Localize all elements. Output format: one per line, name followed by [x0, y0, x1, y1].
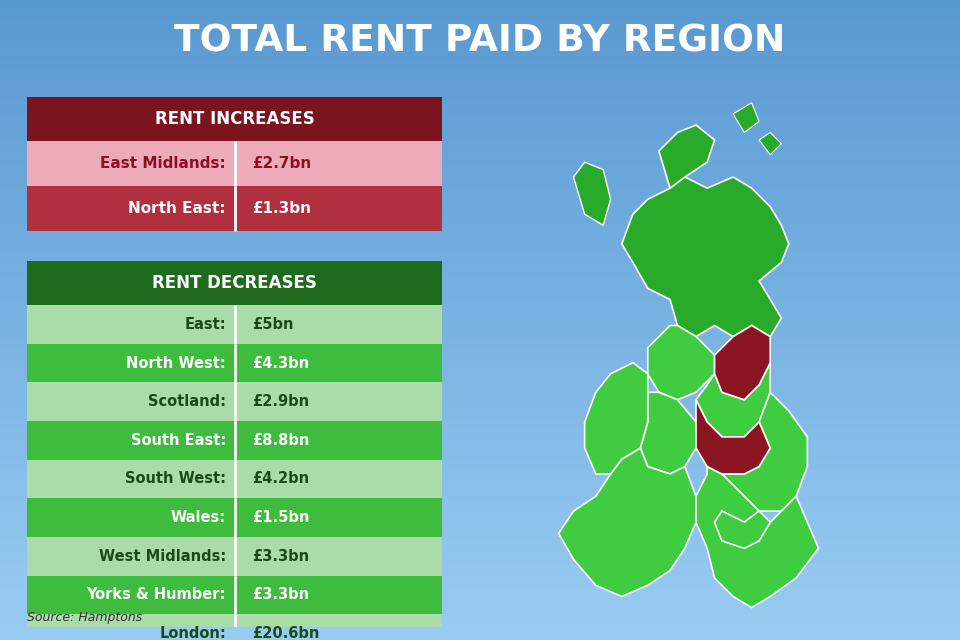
Text: £4.2bn: £4.2bn: [252, 472, 310, 486]
Text: £8.8bn: £8.8bn: [252, 433, 310, 448]
FancyBboxPatch shape: [27, 614, 443, 640]
Text: £1.3bn: £1.3bn: [252, 201, 311, 216]
Polygon shape: [648, 326, 714, 400]
Text: London:: London:: [159, 626, 226, 640]
Text: East:: East:: [184, 317, 226, 332]
Text: £3.3bn: £3.3bn: [252, 588, 310, 602]
Polygon shape: [714, 326, 770, 400]
Text: North West:: North West:: [126, 356, 226, 371]
Text: £20.6bn: £20.6bn: [252, 626, 320, 640]
Text: £1.5bn: £1.5bn: [252, 510, 310, 525]
Polygon shape: [696, 400, 770, 474]
Text: Source: Hamptons: Source: Hamptons: [27, 611, 142, 625]
Text: £4.3bn: £4.3bn: [252, 356, 310, 371]
Polygon shape: [696, 467, 819, 607]
Text: £3.3bn: £3.3bn: [252, 548, 310, 564]
Text: £5bn: £5bn: [252, 317, 294, 332]
Polygon shape: [696, 363, 770, 437]
Text: £2.9bn: £2.9bn: [252, 394, 310, 409]
Polygon shape: [759, 132, 781, 155]
FancyBboxPatch shape: [27, 344, 443, 382]
Polygon shape: [733, 103, 759, 132]
Text: Wales:: Wales:: [171, 510, 226, 525]
FancyBboxPatch shape: [27, 260, 443, 305]
Text: Scotland:: Scotland:: [148, 394, 226, 409]
Text: South East:: South East:: [131, 433, 226, 448]
Text: North East:: North East:: [129, 201, 226, 216]
Text: East Midlands:: East Midlands:: [100, 156, 226, 172]
Text: South West:: South West:: [125, 472, 226, 486]
Polygon shape: [573, 162, 611, 225]
Text: Yorks & Humber:: Yorks & Humber:: [86, 588, 226, 602]
Polygon shape: [659, 125, 714, 188]
Text: TOTAL RENT PAID BY REGION: TOTAL RENT PAID BY REGION: [175, 24, 785, 60]
FancyBboxPatch shape: [27, 186, 443, 230]
Text: West Midlands:: West Midlands:: [99, 548, 226, 564]
FancyBboxPatch shape: [27, 537, 443, 575]
Polygon shape: [714, 511, 770, 548]
FancyBboxPatch shape: [27, 305, 443, 344]
FancyBboxPatch shape: [27, 382, 443, 421]
Text: RENT INCREASES: RENT INCREASES: [155, 110, 315, 128]
FancyBboxPatch shape: [27, 421, 443, 460]
FancyBboxPatch shape: [27, 499, 443, 537]
FancyBboxPatch shape: [27, 141, 443, 186]
FancyBboxPatch shape: [27, 460, 443, 499]
Text: £2.7bn: £2.7bn: [252, 156, 312, 172]
Polygon shape: [559, 448, 696, 596]
FancyBboxPatch shape: [27, 97, 443, 141]
Polygon shape: [640, 392, 696, 474]
Polygon shape: [622, 177, 789, 337]
Polygon shape: [722, 392, 807, 511]
Text: RENT DECREASES: RENT DECREASES: [153, 274, 317, 292]
FancyBboxPatch shape: [27, 575, 443, 614]
Polygon shape: [585, 363, 648, 474]
